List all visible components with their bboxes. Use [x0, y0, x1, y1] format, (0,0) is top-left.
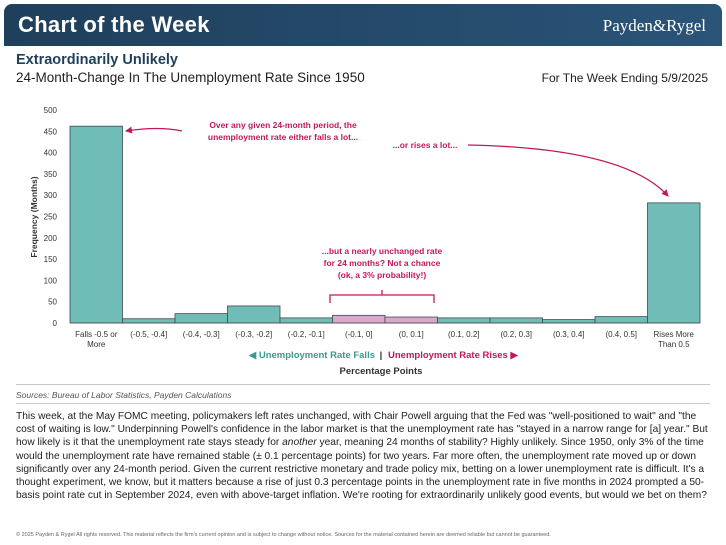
- x-tick-label: (0.4, 0.5]: [605, 330, 637, 339]
- divider-top: [16, 384, 710, 385]
- top-banner: Chart of the Week Payden&Rygel: [4, 4, 722, 46]
- y-tick-label: 250: [44, 213, 58, 222]
- y-tick-label: 200: [44, 234, 58, 243]
- banner-title: Chart of the Week: [18, 12, 210, 37]
- y-tick-label: 0: [53, 319, 58, 328]
- y-tick-label: 500: [44, 106, 58, 115]
- x-tick-label: (-0.2, -0.1]: [288, 330, 325, 339]
- x-tick-label: (-0.4, -0.3]: [183, 330, 220, 339]
- annotation-middle: ...but a nearly unchanged rate for 24 mo…: [322, 246, 443, 303]
- commentary-part-2: year, meaning 24 months of stability? Hi…: [16, 437, 707, 502]
- histogram-bar: [122, 318, 176, 324]
- commentary-part-1: This week, at the May FOMC meeting, poli…: [16, 411, 708, 449]
- y-tick-label: 100: [44, 276, 58, 285]
- histogram-bar: [594, 316, 648, 324]
- y-tick-label: 300: [44, 191, 58, 200]
- company-logo: Payden&Rygel: [602, 16, 706, 35]
- histogram-bar: [384, 316, 438, 324]
- annotation-right-line-1: ...or rises a lot...: [393, 140, 458, 150]
- x-tick-label: Falls -0.5 or More: [75, 330, 118, 349]
- legend-falls: ◀ Unemployment Rate Falls: [248, 350, 375, 361]
- histogram-bar: [332, 314, 386, 324]
- histogram-bar: [227, 305, 281, 324]
- y-tick-label: 450: [44, 127, 58, 136]
- x-axis-label: Percentage Points: [340, 366, 423, 377]
- x-tick-label: Rises More Than 0.5: [654, 330, 695, 349]
- histogram-bar: [174, 313, 228, 324]
- divider-bottom: [16, 403, 710, 404]
- commentary-paragraph: This week, at the May FOMC meeting, poli…: [16, 410, 712, 502]
- annotation-middle-line-3: (ok, a 3% probability!): [338, 270, 426, 280]
- chart-title: Extraordinarily Unlikely: [16, 52, 178, 68]
- x-tick-label: (-0.5, -0.4]: [130, 330, 167, 339]
- histogram-bar: [542, 319, 596, 324]
- legend-separator: |: [380, 350, 383, 361]
- x-tick-label: (0.3, 0.4]: [553, 330, 585, 339]
- annotation-left: Over any given 24-month period, the unem…: [125, 120, 358, 142]
- y-tick-label: 50: [48, 298, 57, 307]
- histogram-bar: [489, 317, 543, 324]
- x-tick-label: (0, 0.1]: [399, 330, 424, 339]
- annotation-left-line-1: Over any given 24-month period, the: [209, 120, 357, 130]
- annotation-middle-line-1: ...but a nearly unchanged rate: [322, 246, 443, 256]
- annotation-left-arrow: [125, 126, 183, 134]
- x-tick-label: (-0.1, 0]: [345, 330, 373, 339]
- x-tick-label: (0.2, 0.3]: [500, 330, 532, 339]
- sources-note: Sources: Bureau of Labor Statistics, Pay…: [16, 390, 232, 400]
- annotation-right: ...or rises a lot...: [393, 140, 669, 197]
- x-tick-label: (0.1, 0.2]: [448, 330, 480, 339]
- y-tick-label: 350: [44, 170, 58, 179]
- commentary-emphasis: another: [282, 437, 317, 449]
- chart-subtitle: 24-Month-Change In The Unemployment Rate…: [16, 70, 365, 85]
- y-tick-label: 150: [44, 255, 58, 264]
- histogram-bar: [279, 317, 333, 324]
- histogram-bar: [647, 202, 701, 324]
- y-axis-label: Frequency (Months): [29, 176, 39, 257]
- annotation-right-arrow: [467, 144, 669, 197]
- histogram-bar: [437, 317, 491, 324]
- histogram-bar: [69, 125, 123, 324]
- copyright-footer: © 2025 Payden & Rygel All rights reserve…: [16, 532, 551, 538]
- annotation-left-line-2: unemployment rate either falls a lot...: [208, 132, 358, 142]
- week-ending-label: For The Week Ending 5/9/2025: [541, 71, 708, 85]
- y-tick-label: 400: [44, 149, 58, 158]
- histogram-chart: 0 50 100 150 200 250 300 350 400 450 500 Falls -0.…: [29, 106, 701, 377]
- x-tick-label: (-0.3, -0.2]: [235, 330, 272, 339]
- annotation-middle-bracket: [329, 290, 435, 303]
- legend-rises: Unemployment Rate Rises ▶: [388, 350, 519, 361]
- annotation-middle-line-2: for 24 months? Not a chance: [324, 258, 441, 268]
